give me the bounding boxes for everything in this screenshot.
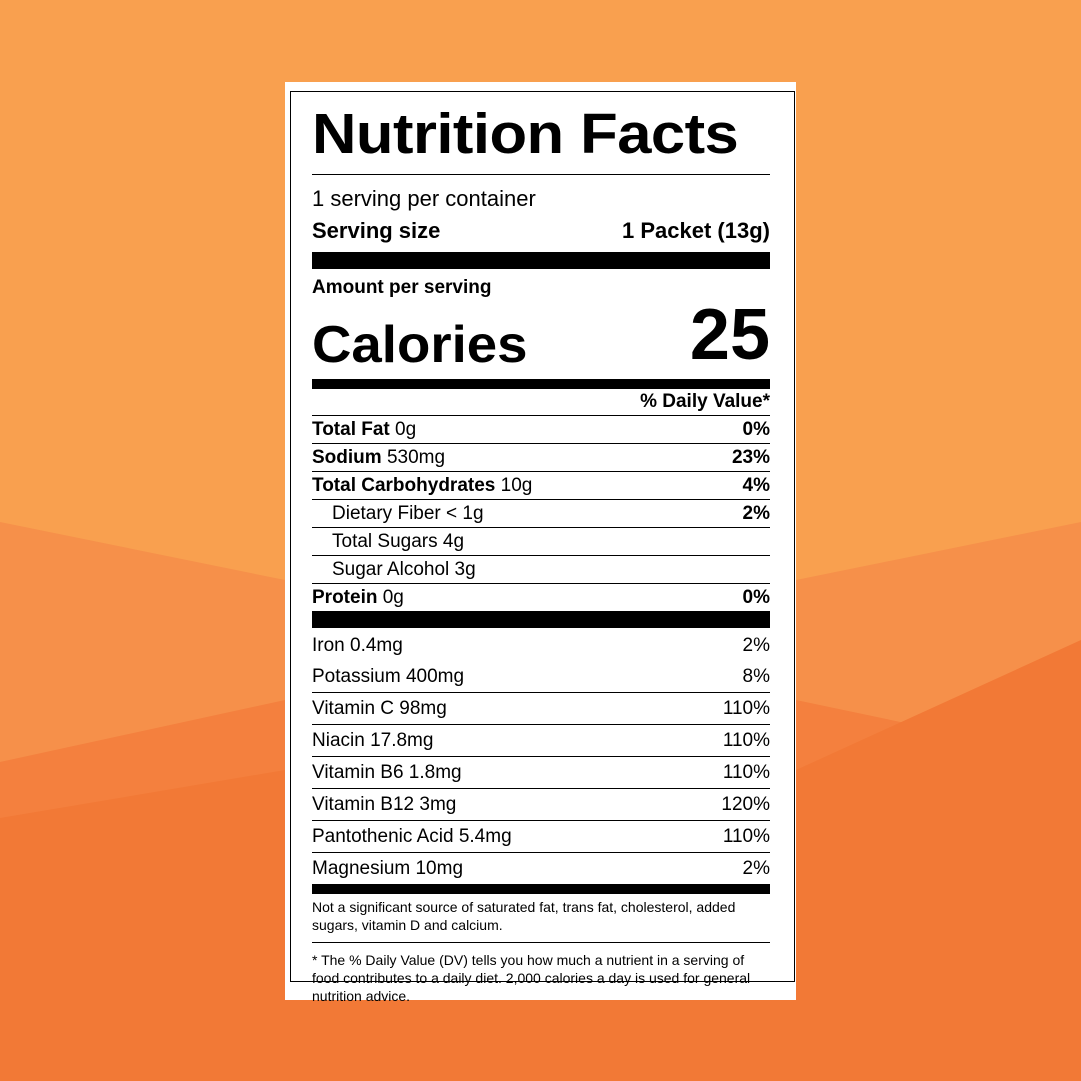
divider (312, 174, 770, 175)
nutrient-name: Dietary Fiber < 1g (332, 502, 484, 524)
label-title: Nutrition Facts (312, 102, 739, 166)
nutrient-row-protein: Protein 0g 0% (312, 583, 770, 611)
vitamin-name: Vitamin B12 3mg (312, 793, 457, 815)
vitamin-dv: 110% (722, 697, 770, 719)
vitamin-dv: 2% (742, 634, 770, 656)
nutrient-dv: 0% (742, 586, 770, 608)
nutrient-row-dietary-fiber: Dietary Fiber < 1g 2% (312, 499, 770, 527)
vitamin-dv: 110% (722, 729, 770, 751)
nutrient-name: Protein (312, 586, 378, 608)
vitamin-dv: 110% (722, 825, 770, 847)
nutrition-label-border: Nutrition Facts 1 serving per container … (290, 91, 795, 1004)
vitamin-name: Iron 0.4mg (312, 634, 403, 656)
nutrient-amount: 0g (395, 418, 417, 440)
vitamin-dv: 110% (722, 761, 770, 783)
footnote-not-significant: Not a significant source of saturated fa… (312, 899, 736, 933)
vitamin-name: Niacin 17.8mg (312, 729, 434, 751)
medium-divider (312, 884, 770, 894)
nutrition-label-content: Nutrition Facts 1 serving per container … (312, 106, 770, 1005)
calories-row: Calories 25 (312, 297, 770, 379)
vitamin-name: Vitamin C 98mg (312, 697, 447, 719)
vitamin-row-potassium: Potassium 400mg 8% (312, 661, 770, 692)
nutrient-dv: 0% (742, 418, 770, 440)
nutrient-row-total-fat: Total Fat 0g 0% (312, 415, 770, 443)
calories-value: 25 (689, 295, 770, 375)
vitamin-name: Pantothenic Acid 5.4mg (312, 825, 512, 847)
nutrient-name: Total Fat (312, 418, 390, 440)
medium-divider (312, 379, 770, 389)
nutrient-row-sodium: Sodium 530mg 23% (312, 443, 770, 471)
vitamin-dv: 120% (721, 793, 770, 815)
nutrient-name: Sugar Alcohol 3g (332, 558, 476, 580)
serving-size-row: Serving size 1 Packet (13g) (312, 218, 770, 252)
vitamin-name: Vitamin B6 1.8mg (312, 761, 462, 783)
thick-divider (312, 611, 770, 628)
daily-value-header: % Daily Value* (640, 391, 770, 412)
vitamin-row-vitamin-b6: Vitamin B6 1.8mg 110% (312, 756, 770, 788)
vitamin-row-iron: Iron 0.4mg 2% (312, 630, 770, 661)
divider (312, 942, 770, 943)
nutrient-name: Total Sugars 4g (332, 530, 465, 552)
vitamin-dv: 8% (742, 665, 770, 687)
footnote-daily-value: * The % Daily Value (DV) tells you how m… (312, 952, 751, 1004)
nutrient-dv: 23% (731, 446, 770, 468)
nutrient-dv: 4% (742, 474, 770, 496)
vitamin-row-pantothenic-acid: Pantothenic Acid 5.4mg 110% (312, 820, 770, 852)
nutrient-amount: 530mg (386, 446, 446, 468)
serving-size-label: Serving size (312, 218, 441, 243)
nutrient-amount: 10g (500, 474, 533, 496)
vitamin-row-vitamin-c: Vitamin C 98mg 110% (312, 692, 770, 724)
thick-divider (312, 252, 770, 269)
vitamin-name: Magnesium 10mg (312, 857, 464, 879)
vitamin-row-niacin: Niacin 17.8mg 110% (312, 724, 770, 756)
nutrition-label-panel: Nutrition Facts 1 serving per container … (285, 82, 796, 1004)
serving-size-value: 1 Packet (13g) (622, 218, 770, 243)
nutrient-name: Total Carbohydrates (312, 474, 496, 496)
nutrient-row-sugar-alcohol: Sugar Alcohol 3g (312, 555, 770, 583)
servings-per-container: 1 serving per container (312, 186, 536, 211)
nutrient-name: Sodium (312, 446, 382, 468)
vitamin-row-magnesium: Magnesium 10mg 2% (312, 852, 770, 884)
vitamin-dv: 2% (742, 857, 770, 879)
nutrient-row-total-carbohydrates: Total Carbohydrates 10g 4% (312, 471, 770, 499)
calories-label: Calories (312, 316, 528, 374)
vitamin-name: Potassium 400mg (312, 665, 465, 687)
vitamin-row-vitamin-b12: Vitamin B12 3mg 120% (312, 788, 770, 820)
nutrient-amount: 0g (382, 586, 404, 608)
amount-per-serving: Amount per serving (312, 277, 492, 298)
nutrient-dv: 2% (742, 502, 770, 524)
nutrient-row-total-sugars: Total Sugars 4g (312, 527, 770, 555)
